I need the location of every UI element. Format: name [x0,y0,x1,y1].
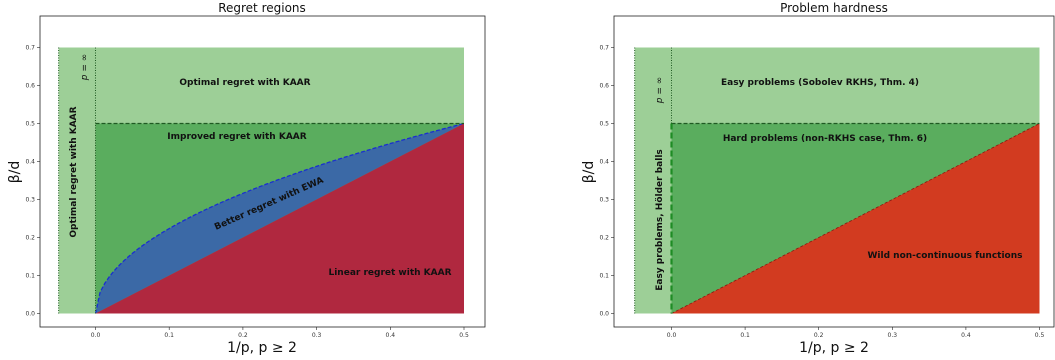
y-tick-label: 0.0 [599,311,609,318]
diagonal-boundary [671,123,1040,314]
x-tick-label: 0.2 [238,332,248,339]
x-tick-label: 0.1 [740,332,750,339]
y-axis-label: β/d [7,161,23,184]
region-left-strip [58,47,96,314]
y-tick-label: 0.7 [599,45,609,52]
chart-title: Problem hardness [780,1,888,15]
y-tick-label: 0.3 [599,197,609,204]
x-tick-label: 0.0 [667,332,677,339]
region-label: Improved regret with KAAR [167,132,306,142]
y-tick-label: 0.1 [599,273,609,280]
y-tick-label: 0.4 [25,159,35,166]
y-tick-label: 0.7 [25,45,35,52]
x-tick-label: 0.0 [91,332,101,339]
y-tick-label: 0.2 [25,235,35,242]
chart-regret-regions: Regret regions Optimal regret with KAAR O… [7,1,486,356]
region-top-band [95,47,464,124]
x-tick-label: 0.4 [386,332,396,339]
region-label: Wild non-continuous functions [867,251,1022,261]
y-tick-label: 0.5 [25,121,35,128]
region-label: Optimal regret with KAAR [179,78,310,88]
chart-title: Regret regions [218,1,306,15]
region-label: Linear regret with KAAR [328,268,451,278]
x-tick-label: 0.3 [312,332,322,339]
region-label: Optimal regret with KAAR [69,106,79,237]
region-top-band [671,47,1040,124]
chart-problem-hardness: Problem hardness Easy problems (Sobolev … [581,1,1055,356]
x-tick-label: 0.5 [459,332,469,339]
y-tick-label: 0.3 [25,197,35,204]
x-axis-label: 1/p, p ≥ 2 [799,340,869,356]
ewa-boundary-curve [94,122,465,314]
y-axis-label: β/d [581,161,597,184]
x-tick-label: 0.1 [164,332,174,339]
x-axis-label: 1/p, p ≥ 2 [227,340,297,356]
p-infinity-label: p = ∞ [80,54,90,81]
region-label: Hard problems (non-RKHS case, Thm. 6) [723,134,927,144]
y-tick-label: 0.6 [599,83,609,90]
y-tick-label: 0.2 [599,235,609,242]
p-infinity-label: p = ∞ [655,77,665,104]
x-tick-label: 0.2 [814,332,824,339]
y-tick-label: 0.1 [25,273,35,280]
region-red [95,123,464,314]
y-tick-label: 0.5 [599,121,609,128]
region-label: Easy problems (Sobolev RKHS, Thm. 4) [721,78,919,88]
region-label: Easy problems, Hölder balls [655,149,665,291]
x-tick-label: 0.4 [961,332,971,339]
y-tick-label: 0.0 [25,311,35,318]
y-tick-label: 0.4 [599,159,609,166]
y-tick-label: 0.6 [25,83,35,90]
x-tick-label: 0.5 [1035,332,1045,339]
region-left-strip [634,47,672,314]
x-tick-label: 0.3 [888,332,898,339]
